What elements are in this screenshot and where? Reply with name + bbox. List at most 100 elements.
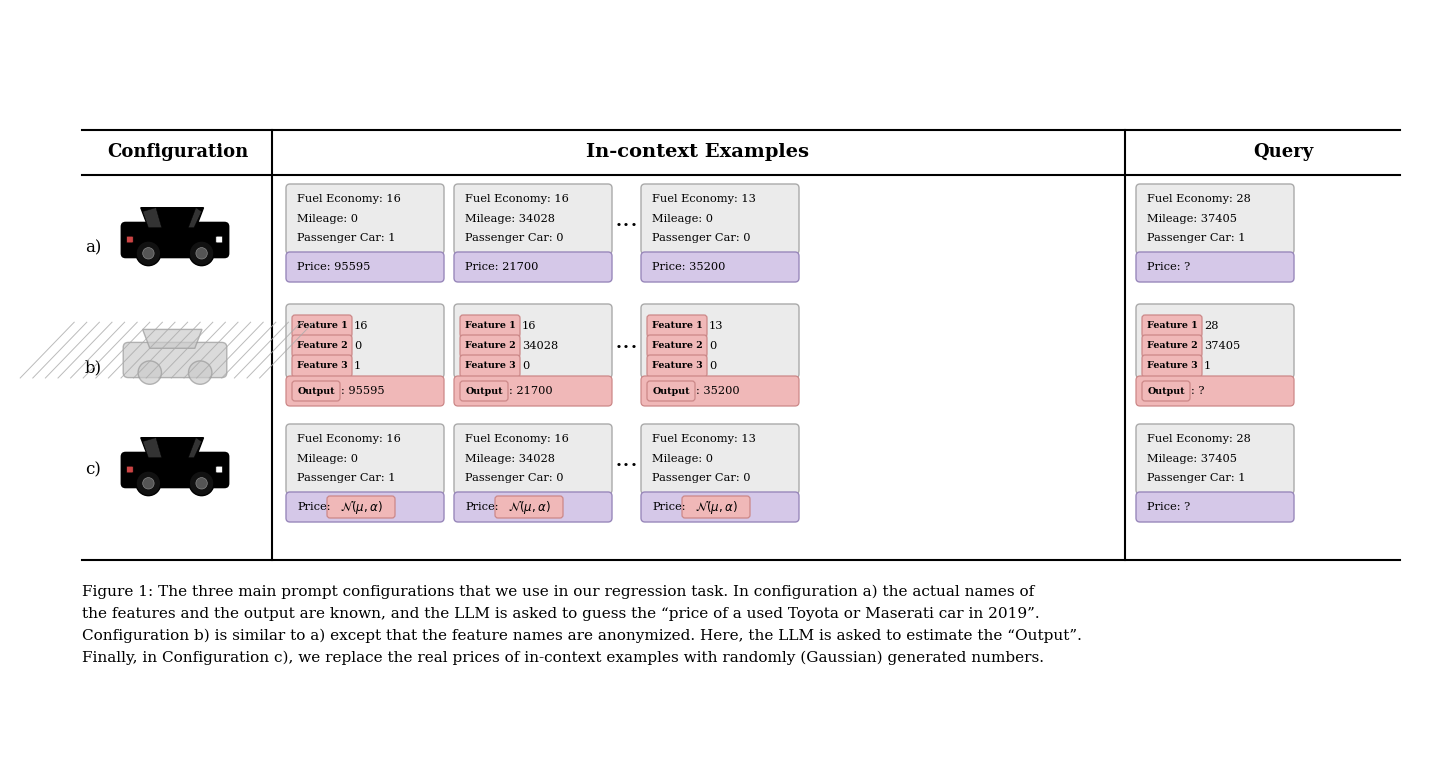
Text: 34028: 34028 [522,341,558,351]
Text: $\mathcal{N}(\mu, \alpha)$: $\mathcal{N}(\mu, \alpha)$ [340,498,382,515]
FancyBboxPatch shape [327,496,395,518]
Text: Configuration b) is similar to a) except that the feature names are anonymized. : Configuration b) is similar to a) except… [82,629,1082,644]
FancyBboxPatch shape [123,467,130,478]
FancyBboxPatch shape [460,335,521,357]
FancyBboxPatch shape [120,452,230,488]
Text: Price: ?: Price: ? [1147,262,1190,272]
Text: ...: ... [615,207,639,230]
FancyBboxPatch shape [454,492,612,522]
Polygon shape [140,438,204,458]
Text: In-context Examples: In-context Examples [587,143,810,161]
Text: Price:: Price: [296,502,331,512]
Text: Fuel Economy: 13: Fuel Economy: 13 [652,434,756,444]
Text: Passenger Car: 0: Passenger Car: 0 [466,233,564,243]
FancyBboxPatch shape [641,424,800,494]
FancyBboxPatch shape [1142,355,1202,377]
Text: 37405: 37405 [1205,341,1241,351]
Ellipse shape [136,241,161,266]
FancyBboxPatch shape [286,492,444,522]
Text: : 95595: : 95595 [341,386,385,396]
FancyBboxPatch shape [286,184,444,254]
FancyBboxPatch shape [646,315,707,337]
FancyBboxPatch shape [646,355,707,377]
Ellipse shape [195,478,207,489]
FancyBboxPatch shape [460,381,508,401]
Text: Output: Output [466,386,503,396]
Text: Feature 1: Feature 1 [464,322,515,330]
Ellipse shape [143,247,155,259]
Text: Fuel Economy: 16: Fuel Economy: 16 [296,434,401,444]
Text: Mileage: 0: Mileage: 0 [296,453,359,464]
Text: 1: 1 [1205,361,1212,371]
Ellipse shape [143,478,155,489]
FancyBboxPatch shape [292,355,351,377]
Text: 28: 28 [1205,321,1219,331]
Text: Feature 3: Feature 3 [296,362,347,370]
Text: Price: 21700: Price: 21700 [466,262,538,272]
Text: Output: Output [298,386,335,396]
Text: Passenger Car: 1: Passenger Car: 1 [1147,473,1245,483]
FancyBboxPatch shape [1137,184,1294,254]
Text: Feature 3: Feature 3 [464,362,515,370]
Text: b): b) [84,359,101,376]
Text: Feature 2: Feature 2 [296,342,347,350]
Text: Feature 3: Feature 3 [1147,362,1197,370]
FancyBboxPatch shape [1137,304,1294,378]
Text: Mileage: 37405: Mileage: 37405 [1147,453,1236,464]
FancyBboxPatch shape [1137,376,1294,406]
Text: : ?: : ? [1192,386,1205,396]
FancyBboxPatch shape [1137,424,1294,494]
Polygon shape [143,438,162,458]
FancyBboxPatch shape [215,466,223,473]
Text: Fuel Economy: 16: Fuel Economy: 16 [466,434,568,444]
FancyBboxPatch shape [292,315,351,337]
FancyBboxPatch shape [641,492,800,522]
Text: : 21700: : 21700 [509,386,552,396]
Ellipse shape [189,471,214,495]
Text: 16: 16 [354,321,369,331]
FancyBboxPatch shape [683,496,750,518]
Text: Query: Query [1252,143,1313,161]
Text: Passenger Car: 1: Passenger Car: 1 [296,233,396,243]
FancyBboxPatch shape [286,252,444,282]
Text: Fuel Economy: 13: Fuel Economy: 13 [652,194,756,204]
Text: 0: 0 [522,361,529,371]
FancyBboxPatch shape [123,237,130,249]
FancyBboxPatch shape [460,315,521,337]
Text: the features and the output are known, and the LLM is asked to guess the “price : the features and the output are known, a… [82,607,1040,621]
FancyBboxPatch shape [286,376,444,406]
FancyBboxPatch shape [454,424,612,494]
FancyBboxPatch shape [126,236,133,243]
FancyBboxPatch shape [641,304,800,378]
Polygon shape [188,438,201,458]
Text: 0: 0 [709,341,716,351]
Text: Configuration: Configuration [107,143,249,161]
Text: Mileage: 34028: Mileage: 34028 [466,453,555,464]
FancyBboxPatch shape [1137,252,1294,282]
Polygon shape [140,207,204,227]
Text: Figure 1: The three main prompt configurations that we use in our regression tas: Figure 1: The three main prompt configur… [82,585,1034,599]
Text: Price: 95595: Price: 95595 [296,262,370,272]
Text: Feature 2: Feature 2 [464,342,515,350]
FancyBboxPatch shape [454,184,612,254]
FancyBboxPatch shape [292,381,340,401]
Text: Output: Output [652,386,690,396]
Text: Feature 2: Feature 2 [652,342,703,350]
Text: Passenger Car: 0: Passenger Car: 0 [652,473,750,483]
Text: Mileage: 37405: Mileage: 37405 [1147,214,1236,223]
FancyBboxPatch shape [123,343,227,378]
Text: Feature 1: Feature 1 [1147,322,1197,330]
Text: Finally, in Configuration c), we replace the real prices of in-context examples : Finally, in Configuration c), we replace… [82,651,1044,665]
Text: Price: 35200: Price: 35200 [652,262,726,272]
FancyBboxPatch shape [646,381,696,401]
FancyBboxPatch shape [454,376,612,406]
Text: c): c) [85,462,101,478]
Text: Price:: Price: [652,502,685,512]
Text: Feature 1: Feature 1 [296,322,347,330]
Text: 13: 13 [709,321,723,331]
Polygon shape [143,207,162,227]
FancyBboxPatch shape [641,184,800,254]
FancyBboxPatch shape [215,236,223,243]
Text: $\mathcal{N}(\mu, \alpha)$: $\mathcal{N}(\mu, \alpha)$ [508,498,551,515]
Text: ...: ... [615,329,639,353]
